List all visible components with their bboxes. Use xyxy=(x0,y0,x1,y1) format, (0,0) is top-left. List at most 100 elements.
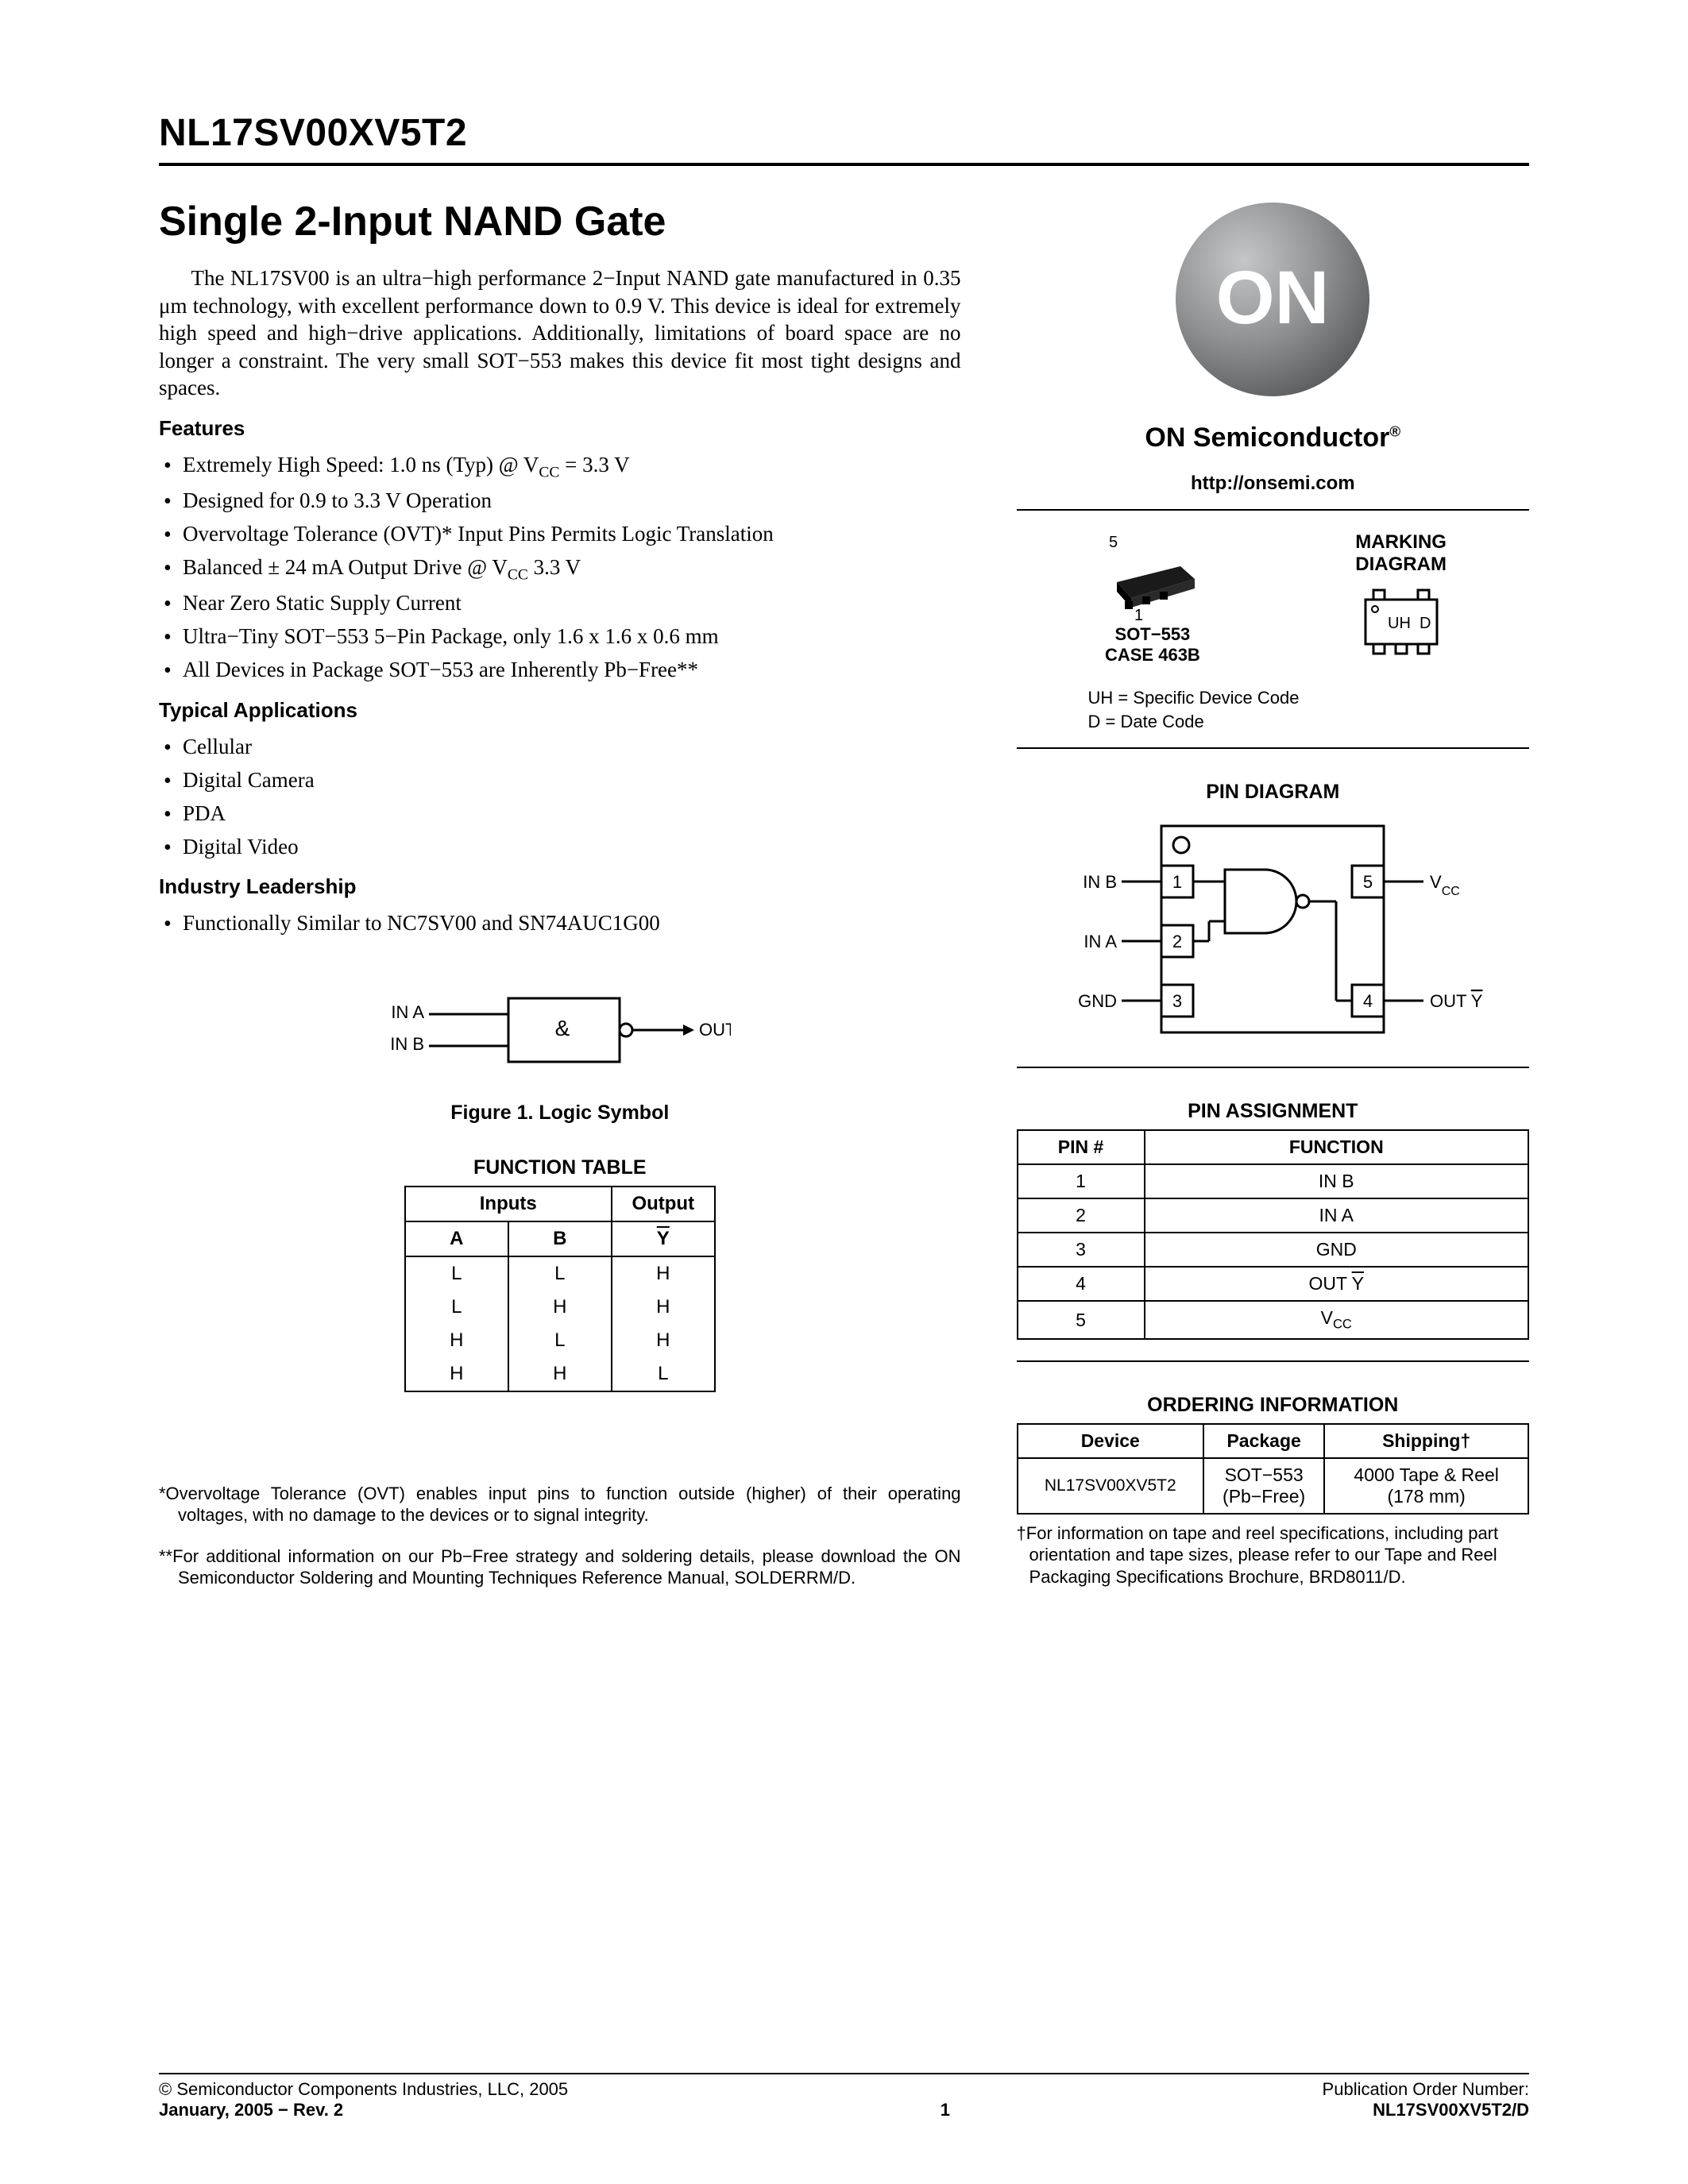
logic-symbol: & IN A IN B OUT Y Figure 1. Logic Symbol xyxy=(159,978,961,1125)
svg-text:5: 5 xyxy=(1109,534,1118,551)
pin-diagram-icon: 1 IN B 2 IN A 3 GND 5 VCC xyxy=(1058,810,1487,1048)
marking-legend: UH = Specific Device Code D = Date Code xyxy=(1088,686,1529,733)
on-logo-icon: ON xyxy=(1161,198,1384,404)
ordering-table: Device Package Shipping† NL17SV00XV5T2 S… xyxy=(1017,1423,1529,1515)
divider xyxy=(1017,747,1529,749)
th-b: B xyxy=(508,1221,612,1256)
pkg-name: SOT−553 xyxy=(1093,624,1212,645)
th-shipping: Shipping† xyxy=(1324,1424,1528,1458)
footer-left: © Semiconductor Components Industries, L… xyxy=(159,2079,568,2120)
brand-name: ON Semiconductor® xyxy=(1017,423,1529,453)
marking-chip-icon: UH D xyxy=(1350,584,1453,663)
package-icon-block: 5 1 SOT−553 CASE 463B xyxy=(1093,533,1212,666)
th-a: A xyxy=(405,1221,508,1256)
table-row: HLH xyxy=(405,1324,715,1357)
function-table-title: FUNCTION TABLE xyxy=(159,1156,961,1179)
svg-text:2: 2 xyxy=(1172,932,1182,951)
th-device: Device xyxy=(1018,1424,1203,1458)
marking-title-block: MARKING DIAGRAM UH D xyxy=(1350,531,1453,667)
list-item: Overvoltage Tolerance (OVT)* Input Pins … xyxy=(164,518,961,551)
footnote-ovt: *Overvoltage Tolerance (OVT) enables inp… xyxy=(159,1483,961,1526)
footnote-pbfree: **For additional information on our Pb−F… xyxy=(159,1545,961,1589)
list-item: Digital Video xyxy=(164,831,961,864)
divider-top xyxy=(159,163,1529,166)
footer-rule xyxy=(159,2073,1529,2074)
list-item: Designed for 0.9 to 3.3 V Operation xyxy=(164,484,961,518)
pub-number: NL17SV00XV5T2/D xyxy=(1323,2100,1529,2120)
svg-text:IN B: IN B xyxy=(1083,872,1117,892)
table-row: 3GND xyxy=(1018,1233,1528,1267)
svg-text:OUT Y: OUT Y xyxy=(1430,991,1483,1011)
svg-text:D: D xyxy=(1420,615,1431,632)
apps-heading: Typical Applications xyxy=(159,698,961,723)
svg-text:GND: GND xyxy=(1078,991,1117,1011)
table-row: 1IN B xyxy=(1018,1164,1528,1198)
svg-text:5: 5 xyxy=(1363,872,1373,892)
page-footer: © Semiconductor Components Industries, L… xyxy=(159,2073,1529,2120)
list-item: PDA xyxy=(164,797,961,831)
table-row: LLH xyxy=(405,1256,715,1291)
copyright: © Semiconductor Components Industries, L… xyxy=(159,2079,568,2100)
th-package: Package xyxy=(1203,1424,1324,1458)
function-table: Inputs Output A B Y LLH LHH HLH HHL xyxy=(404,1186,716,1392)
table-row: NL17SV00XV5T2 SOT−553 (Pb−Free) 4000 Tap… xyxy=(1018,1458,1528,1514)
sot553-icon: 5 1 xyxy=(1093,533,1212,620)
svg-text:UH: UH xyxy=(1388,615,1411,632)
case-name: CASE 463B xyxy=(1093,645,1212,666)
svg-text:ON: ON xyxy=(1216,256,1330,340)
right-column: ON ON Semiconductor® http://onsemi.com 5 xyxy=(1017,198,1529,1588)
marking-title: MARKING DIAGRAM xyxy=(1350,531,1453,576)
pin-diagram-title: PIN DIAGRAM xyxy=(1017,781,1529,804)
svg-text:VCC: VCC xyxy=(1430,872,1460,898)
th-y: Y xyxy=(612,1221,715,1256)
list-item: Near Zero Static Supply Current xyxy=(164,587,961,620)
th-inputs: Inputs xyxy=(405,1187,612,1221)
list-item: Functionally Similar to NC7SV00 and SN74… xyxy=(164,907,961,940)
pin-assignment-title: PIN ASSIGNMENT xyxy=(1017,1100,1529,1123)
pin-diagram: 1 IN B 2 IN A 3 GND 5 VCC xyxy=(1017,810,1529,1052)
table-row: 2IN A xyxy=(1018,1198,1528,1233)
brand-url[interactable]: http://onsemi.com xyxy=(1017,473,1529,495)
left-column: Single 2-Input NAND Gate The NL17SV00 is… xyxy=(159,198,961,1588)
list-item: Ultra−Tiny SOT−553 5−Pin Package, only 1… xyxy=(164,620,961,654)
two-column-layout: Single 2-Input NAND Gate The NL17SV00 is… xyxy=(159,198,1529,1588)
svg-text:4: 4 xyxy=(1363,991,1373,1011)
ordering-title: ORDERING INFORMATION xyxy=(1017,1394,1529,1417)
th-output: Output xyxy=(612,1187,715,1221)
in-a-label: IN A xyxy=(391,1002,424,1022)
features-heading: Features xyxy=(159,416,961,441)
features-list: Extremely High Speed: 1.0 ns (Typ) @ VCC… xyxy=(159,449,961,687)
svg-text:1: 1 xyxy=(1134,607,1143,620)
list-item: Balanced ± 24 mA Output Drive @ VCC 3.3 … xyxy=(164,551,961,588)
pub-label: Publication Order Number: xyxy=(1323,2079,1529,2100)
svg-text:1: 1 xyxy=(1172,872,1182,892)
footer-right: Publication Order Number: NL17SV00XV5T2/… xyxy=(1323,2079,1529,2120)
table-row: 5VCC xyxy=(1018,1301,1528,1339)
table-row: 4OUT Y xyxy=(1018,1267,1528,1301)
marking-diagram-row: 5 1 SOT−553 CASE 463B MARKING DIAGRAM xyxy=(1017,511,1529,675)
divider xyxy=(1017,1067,1529,1068)
list-item: Digital Camera xyxy=(164,764,961,797)
part-number: NL17SV00XV5T2 xyxy=(159,111,1529,155)
svg-text:IN A: IN A xyxy=(1084,932,1118,951)
date-rev: January, 2005 − Rev. 2 xyxy=(159,2100,568,2120)
page-number: 1 xyxy=(568,2100,1322,2120)
figure-caption: Figure 1. Logic Symbol xyxy=(159,1102,961,1125)
ordering-note: †For information on tape and reel specif… xyxy=(1017,1522,1529,1588)
in-b-label: IN B xyxy=(390,1034,424,1054)
industry-list: Functionally Similar to NC7SV00 and SN74… xyxy=(159,907,961,940)
pin-assignment-table: PIN # FUNCTION 1IN B 2IN A 3GND 4OUT Y 5… xyxy=(1017,1129,1529,1340)
amp-label: & xyxy=(554,1016,570,1040)
table-row: HHL xyxy=(405,1357,715,1391)
logic-symbol-icon: & IN A IN B OUT Y xyxy=(389,978,731,1082)
th-func: FUNCTION xyxy=(1145,1130,1528,1164)
legend-d: D = Date Code xyxy=(1088,710,1529,734)
th-pin: PIN # xyxy=(1018,1130,1145,1164)
list-item: All Devices in Package SOT−553 are Inher… xyxy=(164,654,961,687)
apps-list: Cellular Digital Camera PDA Digital Vide… xyxy=(159,731,961,863)
industry-heading: Industry Leadership xyxy=(159,874,961,899)
list-item: Extremely High Speed: 1.0 ns (Typ) @ VCC… xyxy=(164,449,961,485)
list-item: Cellular xyxy=(164,731,961,764)
svg-text:3: 3 xyxy=(1172,991,1182,1011)
legend-uh: UH = Specific Device Code xyxy=(1088,686,1529,710)
